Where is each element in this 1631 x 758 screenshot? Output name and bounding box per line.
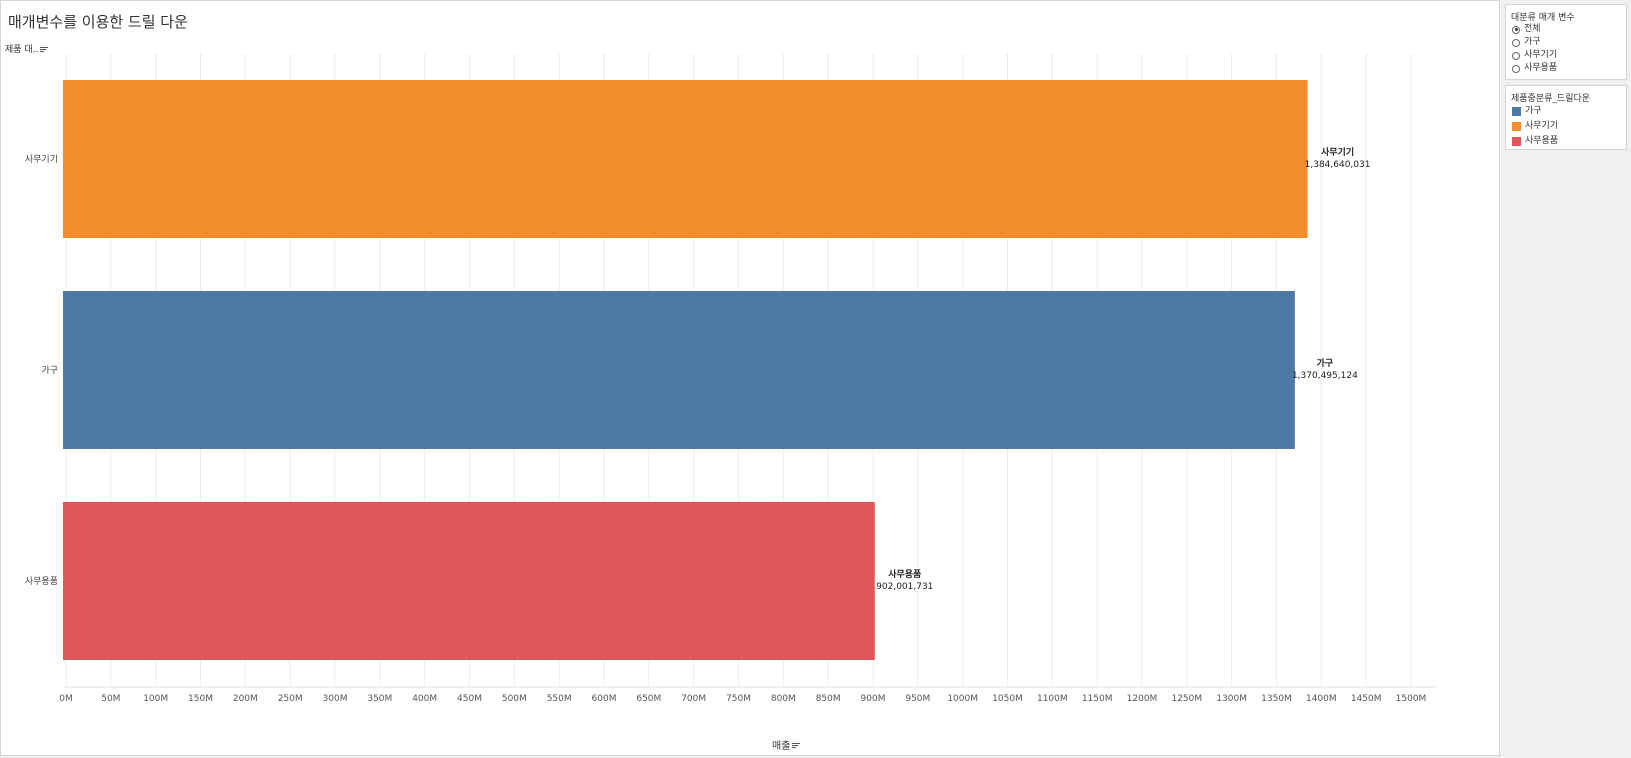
y-axis-title[interactable]: 제품 대.. — [5, 42, 49, 55]
x-tick-label: 200M — [233, 694, 258, 704]
x-tick-label: 700M — [681, 694, 706, 704]
legend-swatch — [1512, 107, 1521, 116]
x-tick-label: 1250M — [1171, 694, 1202, 704]
data-label-category: 사무기기 — [1321, 146, 1354, 158]
legend-item-2[interactable]: 사무용품 — [1506, 134, 1626, 149]
x-tick-label: 1150M — [1082, 694, 1113, 704]
x-tick-label: 350M — [367, 694, 392, 704]
legend-item-1[interactable]: 사무기기 — [1506, 119, 1626, 134]
x-tick-label: 1000M — [947, 694, 978, 704]
parameter-title: 대분류 매개 변수 — [1511, 13, 1575, 23]
category-label: 사무용품 — [25, 576, 58, 587]
data-label-value: 902,001,731 — [876, 582, 933, 592]
parameter-option-3[interactable]: 사무용품 — [1506, 62, 1626, 75]
x-tick-label: 800M — [771, 694, 796, 704]
parameter-option-2[interactable]: 사무기기 — [1506, 49, 1626, 62]
x-tick-label: 100M — [143, 694, 168, 704]
x-tick-label: 950M — [905, 694, 930, 704]
data-label-value: 1,384,640,031 — [1305, 160, 1371, 170]
data-label-category: 가구 — [1317, 357, 1334, 369]
y-axis-field-label: 제품 대.. — [5, 45, 39, 55]
parameter-option-label: 사무용품 — [1524, 63, 1558, 73]
legend-label: 사무용품 — [1525, 136, 1559, 146]
legend-swatch — [1512, 137, 1521, 146]
chart-title: 매개변수를 이용한 드릴 다운 — [8, 13, 188, 31]
legend-item-0[interactable]: 가구 — [1506, 104, 1626, 119]
x-tick-label: 750M — [726, 694, 751, 704]
radio-button[interactable] — [1512, 51, 1520, 60]
x-tick-label: 1300M — [1216, 694, 1247, 704]
category-label: 가구 — [41, 365, 58, 376]
bar[interactable] — [63, 80, 1308, 238]
category-label: 사무기기 — [25, 154, 58, 165]
x-tick-label: 150M — [188, 694, 213, 704]
x-tick-label: 1050M — [992, 694, 1023, 704]
data-label-category: 사무용품 — [888, 568, 921, 580]
x-tick-label: 1350M — [1261, 694, 1292, 704]
parameter-option-label: 사무기기 — [1524, 50, 1558, 60]
x-tick-label: 500M — [502, 694, 527, 704]
radio-button[interactable] — [1512, 38, 1520, 47]
x-tick-label: 400M — [412, 694, 437, 704]
x-tick-label: 850M — [816, 694, 841, 704]
legend-label: 사무기기 — [1525, 121, 1559, 131]
x-tick-label: 1400M — [1306, 694, 1337, 704]
x-tick-label: 900M — [861, 694, 886, 704]
parameter-option-label: 전체 — [1524, 24, 1541, 34]
bar[interactable] — [63, 291, 1295, 449]
parameter-option-label: 가구 — [1524, 37, 1541, 47]
x-axis-title[interactable]: 매출 — [772, 737, 801, 752]
x-tick-label: 250M — [278, 694, 303, 704]
x-tick-label: 650M — [636, 694, 661, 704]
bar-chart: 0M 50M 100M 150M 200M 250M 300M 350M 400M 450M 500… — [25, 53, 1435, 704]
legend-title: 제품중분류_드릴다운 — [1511, 94, 1591, 104]
legend-label: 가구 — [1525, 106, 1542, 116]
x-tick-label: 50M — [101, 694, 120, 704]
parameter-option-0[interactable]: 전체 — [1506, 23, 1626, 36]
worksheet: 매개변수를 이용한 드릴 다운 제품 대.. 0M 50M 100M 150M 200M… — [0, 0, 1500, 756]
x-tick-label: 1500M — [1396, 694, 1427, 704]
x-axis-field-label: 매출 — [772, 741, 791, 752]
x-tick-label: 1100M — [1037, 694, 1068, 704]
x-tick-label: 600M — [592, 694, 617, 704]
bar[interactable] — [63, 502, 875, 660]
radio-button[interactable] — [1512, 25, 1520, 34]
sort-icon[interactable] — [792, 743, 801, 749]
x-tick-label: 550M — [547, 694, 572, 704]
x-tick-label: 1450M — [1351, 694, 1382, 704]
x-tick-label: 1200M — [1127, 694, 1158, 704]
data-label-value: 1,370,495,124 — [1292, 371, 1358, 381]
legend-swatch — [1512, 122, 1521, 131]
parameter-option-1[interactable]: 가구 — [1506, 36, 1626, 49]
x-tick-label: 300M — [323, 694, 348, 704]
x-tick-label: 0M — [59, 694, 73, 704]
x-tick-label: 450M — [457, 694, 482, 704]
sort-icon[interactable] — [40, 46, 49, 53]
radio-button[interactable] — [1512, 64, 1520, 73]
